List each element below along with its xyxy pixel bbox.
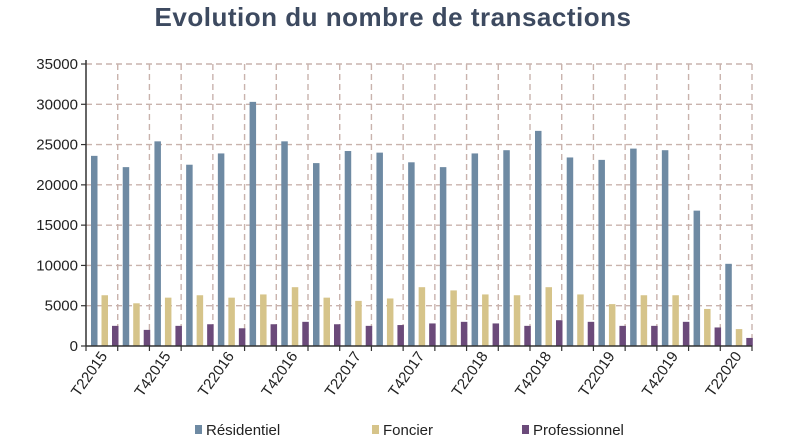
bar-professionnel-t22018: [492, 323, 500, 346]
bar-foncier-t12019: [577, 294, 584, 346]
bar-professionnel-t42018: [556, 320, 563, 346]
bar-foncier-t32016: [260, 294, 267, 346]
bar-professionnel-t12019: [587, 321, 595, 346]
bar-professionnel-t12017: [334, 324, 341, 346]
bar-professionnel-t42019: [682, 321, 690, 346]
bar-rsidentiel-t22016: [217, 153, 225, 346]
legend-item-rsidentiel: Résidentiel: [195, 422, 280, 439]
bar-foncier-t42018: [545, 287, 552, 346]
bar-foncier-t32019: [640, 295, 648, 346]
y-tick-label: 10000: [36, 257, 78, 274]
bar-professionnel-t32016: [270, 324, 278, 346]
bar-rsidentiel-t42019: [661, 150, 669, 346]
bar-rsidentiel-t32018: [503, 150, 510, 346]
y-tick-label: 5000: [45, 298, 78, 315]
bar-rsidentiel-t32016: [249, 101, 257, 347]
bar-rsidentiel-t12018: [439, 167, 447, 346]
legend: Résidentiel Foncier Professionnel: [195, 422, 624, 439]
bar-rsidentiel-t32017: [376, 152, 383, 346]
bar-foncier-t12018: [450, 290, 457, 346]
bar-foncier-t22015: [101, 295, 108, 346]
x-tick-label: T22017: [322, 349, 365, 400]
bar-foncier-t42017: [418, 287, 426, 346]
x-tick-label: T42017: [385, 349, 428, 400]
bar-professionnel-t12016: [207, 324, 214, 346]
bar-foncier-t42015: [164, 297, 172, 346]
y-tick-label: 0: [70, 338, 78, 355]
bar-professionnel-t22020: [746, 337, 753, 346]
bar-foncier-t12017: [323, 297, 330, 346]
bar-foncier-t22018: [482, 294, 489, 346]
y-tick-labels: 0 5000 10000 15000 20000 25000 30000 35000: [36, 56, 78, 355]
bar-professionnel-t32018: [524, 325, 531, 346]
bars: [91, 101, 753, 347]
legend-label: Résidentiel: [206, 422, 280, 439]
bar-rsidentiel-t12019: [566, 157, 574, 346]
bar-rsidentiel-t22015: [91, 155, 98, 346]
bar-foncier-t32017: [386, 298, 394, 346]
bar-foncier-t42016: [291, 287, 299, 346]
bar-rsidentiel-t42015: [154, 141, 161, 346]
bar-foncier-t22019: [608, 304, 616, 346]
y-tick-label: 20000: [36, 177, 78, 194]
x-tick-label: T42018: [512, 349, 555, 400]
bar-rsidentiel-t12016: [186, 164, 193, 346]
legend-swatch: [372, 425, 379, 434]
axes: [81, 60, 753, 351]
y-tick-label: 15000: [36, 217, 78, 234]
bar-rsidentiel-t32015: [122, 167, 130, 346]
x-tick-labels: T22015 T42015 T22016 T42016 T22017 T42017 T220…: [68, 349, 745, 400]
bar-rsidentiel-t12020: [693, 210, 701, 346]
bar-foncier-t12016: [196, 295, 204, 346]
x-tick-label: T42016: [258, 349, 301, 400]
x-tick-label: T22018: [449, 349, 492, 400]
legend-label: Professionnel: [533, 422, 624, 439]
legend-label: Foncier: [383, 422, 433, 439]
bar-rsidentiel-t12017: [313, 163, 320, 346]
bar-professionnel-t42015: [175, 325, 182, 346]
bar-professionnel-t22016: [238, 328, 246, 346]
grid-lines: [86, 63, 753, 346]
legend-item-professionnel: Professionnel: [522, 422, 624, 439]
bar-foncier-t22020: [735, 329, 743, 346]
bar-professionnel-t22019: [619, 325, 626, 346]
bar-rsidentiel-t22018: [471, 153, 479, 346]
bar-rsidentiel-t22020: [725, 263, 732, 346]
bar-professionnel-t42017: [429, 323, 436, 346]
bar-rsidentiel-t22019: [598, 159, 605, 346]
bar-professionnel-t32019: [651, 325, 658, 346]
bar-professionnel-t12018: [460, 321, 468, 346]
y-tick-label: 25000: [36, 137, 78, 154]
bar-foncier-t42019: [672, 295, 679, 346]
bar-foncier-t12020: [704, 308, 711, 346]
x-tick-label: T22015: [68, 349, 111, 400]
y-tick-label: 35000: [36, 56, 78, 73]
bar-rsidentiel-t42018: [535, 130, 542, 346]
bar-professionnel-t22017: [365, 325, 373, 346]
legend-swatch: [522, 425, 529, 434]
x-tick-label: T22016: [195, 349, 238, 400]
x-tick-label: T22019: [575, 349, 618, 400]
x-tick-label: T22020: [702, 349, 745, 400]
bar-professionnel-t32017: [397, 325, 404, 346]
bar-foncier-t32015: [133, 303, 140, 346]
legend-item-foncier: Foncier: [372, 422, 433, 439]
legend-swatch: [195, 425, 202, 434]
chart-title: Evolution du nombre de transactions: [154, 2, 632, 32]
bar-rsidentiel-t42017: [408, 162, 415, 346]
bar-foncier-t22017: [355, 300, 362, 346]
x-tick-label: T42015: [131, 349, 174, 400]
bar-professionnel-t32015: [143, 329, 151, 346]
bar-rsidentiel-t42016: [281, 141, 288, 346]
bar-foncier-t22016: [228, 297, 235, 346]
bar-professionnel-t42016: [302, 321, 309, 346]
bar-rsidentiel-t22017: [344, 151, 352, 346]
x-tick-label: T42019: [639, 349, 682, 400]
bar-foncier-t32018: [513, 295, 521, 346]
bar-professionnel-t12020: [714, 327, 722, 346]
y-tick-label: 30000: [36, 96, 78, 113]
bar-rsidentiel-t32019: [630, 148, 637, 346]
bar-professionnel-t22015: [112, 325, 119, 346]
